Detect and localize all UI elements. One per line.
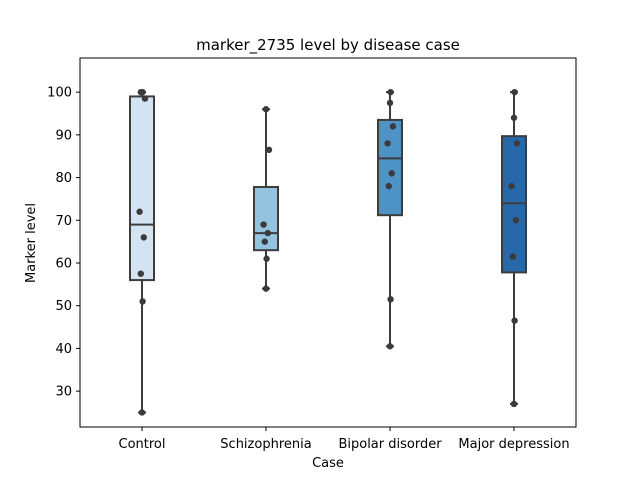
chart-title: marker_2735 level by disease case	[196, 36, 460, 55]
data-point	[511, 317, 518, 324]
data-point	[386, 99, 394, 107]
plot-frame	[79, 57, 577, 428]
data-point	[388, 170, 395, 177]
data-point	[265, 146, 273, 154]
data-point	[384, 140, 391, 147]
box-iqr	[377, 118, 403, 217]
y-tick-label: 50	[55, 299, 72, 314]
x-tick-label: Major depression	[458, 437, 569, 452]
y-tick-label: 100	[47, 86, 72, 101]
data-point	[137, 270, 144, 277]
y-axis-label: Marker level	[24, 203, 39, 283]
y-tick-label: 80	[55, 171, 72, 186]
y-tick-label: 40	[55, 342, 72, 357]
y-tick-label: 70	[55, 214, 72, 229]
data-point	[389, 123, 397, 130]
data-point	[136, 208, 143, 215]
y-tick-label: 90	[55, 128, 72, 143]
data-point	[386, 343, 394, 350]
data-point	[387, 296, 394, 303]
data-point	[508, 182, 515, 190]
data-point	[509, 253, 516, 260]
data-point	[385, 182, 392, 190]
x-tick-label: Schizophrenia	[220, 437, 311, 452]
data-point	[510, 400, 518, 408]
x-axis-label: Case	[312, 456, 344, 471]
x-tick-label: Control	[119, 437, 166, 452]
x-tick-label: Bipolar disorder	[338, 437, 442, 452]
data-point	[140, 234, 147, 241]
data-point	[260, 221, 267, 228]
data-point	[261, 238, 268, 245]
data-point	[513, 140, 521, 147]
plot-area: 30 40 50 60 70 80 90 100 Control Schizophrenia Bip…	[47, 57, 577, 452]
data-point	[512, 217, 519, 224]
data-point	[137, 88, 144, 96]
data-point	[387, 88, 394, 96]
data-point	[264, 229, 271, 237]
data-point	[510, 114, 518, 121]
data-point	[141, 95, 149, 102]
data-point	[138, 409, 146, 416]
data-point	[262, 285, 270, 292]
box-iqr	[129, 95, 155, 282]
box-iqr	[501, 135, 527, 274]
y-tick-label: 30	[55, 385, 72, 400]
data-point	[139, 298, 146, 305]
y-tick-label: 60	[55, 257, 72, 272]
data-point	[262, 106, 270, 113]
data-point	[263, 255, 270, 262]
data-point	[511, 88, 518, 96]
